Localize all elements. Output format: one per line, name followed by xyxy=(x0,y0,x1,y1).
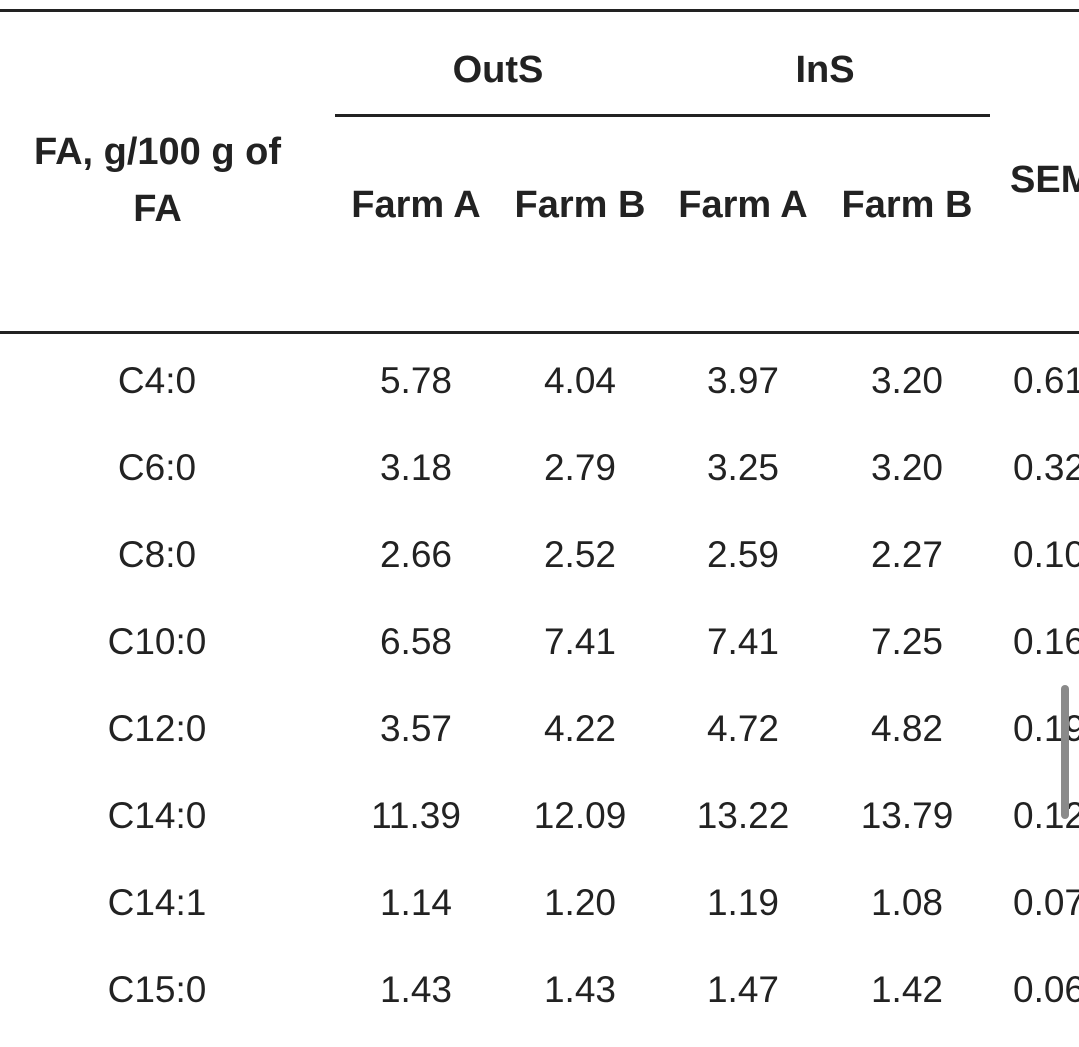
sem-cell: 0.12 xyxy=(1013,795,1079,836)
ins-farm-b-cell: 2.27 xyxy=(870,534,943,575)
sem-cell: 0.19 xyxy=(1013,708,1079,749)
sem-cell: 0.07 xyxy=(1013,882,1079,923)
table-header-rule xyxy=(0,331,1079,334)
fa-cell: C8:0 xyxy=(117,534,197,575)
column-header-ins-farm-b: Farm B xyxy=(841,184,973,226)
ins-farm-b-cell: 1.08 xyxy=(870,882,943,923)
ins-farm-a-cell: 7.41 xyxy=(706,621,779,662)
ins-farm-b-cell: 13.79 xyxy=(860,795,954,836)
fa-cell: C15:0 xyxy=(107,969,207,1010)
table-row: C14:1 1.14 1.20 1.19 1.08 0.07 xyxy=(0,859,1079,946)
fa-cell: C10:0 xyxy=(107,621,207,662)
table-row: C12:0 3.57 4.22 4.72 4.82 0.19 xyxy=(0,685,1079,772)
outs-farm-b-cell: 12.09 xyxy=(533,795,627,836)
outs-farm-a-cell: 6.58 xyxy=(379,621,452,662)
table-row: C14:0 11.39 12.09 13.22 13.79 0.12 xyxy=(0,772,1079,859)
outs-farm-b-cell: 2.79 xyxy=(543,447,616,488)
outs-farm-b-cell: 4.22 xyxy=(543,708,616,749)
column-header-ins-farm-a: Farm A xyxy=(678,184,808,226)
outs-farm-a-cell: 3.57 xyxy=(379,708,452,749)
sem-cell: 0.61 xyxy=(1013,360,1079,401)
table-row: C4:0 5.78 4.04 3.97 3.20 0.61 xyxy=(0,337,1079,424)
outs-farm-a-cell: 2.66 xyxy=(379,534,452,575)
ins-farm-b-cell: 1.42 xyxy=(870,969,943,1010)
group-header-ins: InS xyxy=(795,49,855,91)
fa-cell: C4:0 xyxy=(117,360,197,401)
vertical-scrollbar[interactable] xyxy=(1061,685,1069,819)
ins-farm-a-cell: 13.22 xyxy=(696,795,790,836)
ins-farm-b-cell: 4.82 xyxy=(870,708,943,749)
ins-farm-a-cell: 3.97 xyxy=(706,360,779,401)
ins-farm-b-cell: 3.20 xyxy=(870,360,943,401)
ins-farm-a-cell: 4.72 xyxy=(706,708,779,749)
group-header-rule xyxy=(335,114,990,117)
ins-farm-b-cell: 3.20 xyxy=(870,447,943,488)
ins-farm-a-cell: 1.47 xyxy=(706,969,779,1010)
sem-cell: 0.32 xyxy=(1013,447,1079,488)
column-header-outs-farm-b: Farm B xyxy=(514,184,646,226)
ins-farm-a-cell: 3.25 xyxy=(706,447,779,488)
outs-farm-b-cell: 4.04 xyxy=(543,360,616,401)
fa-cell: C6:0 xyxy=(117,447,197,488)
outs-farm-b-cell: 2.52 xyxy=(543,534,616,575)
outs-farm-a-cell: 1.43 xyxy=(379,969,452,1010)
table-top-rule xyxy=(0,9,1079,12)
column-header-sem: SEM xyxy=(1010,159,1079,201)
outs-farm-b-cell: 7.41 xyxy=(543,621,616,662)
row-header-fa: FA, g/100 g of FA xyxy=(33,131,282,230)
outs-farm-a-cell: 11.39 xyxy=(371,795,461,836)
ins-farm-a-cell: 2.59 xyxy=(706,534,779,575)
outs-farm-a-cell: 3.18 xyxy=(379,447,452,488)
sem-cell: 0.16 xyxy=(1013,621,1079,662)
outs-farm-a-cell: 5.78 xyxy=(379,360,452,401)
fa-cell: C12:0 xyxy=(107,708,207,749)
outs-farm-b-cell: 1.20 xyxy=(543,882,616,923)
column-header-outs-farm-a: Farm A xyxy=(351,184,481,226)
table-row: C10:0 6.58 7.41 7.41 7.25 0.16 xyxy=(0,598,1079,685)
fa-cell: C14:1 xyxy=(107,882,207,923)
ins-farm-a-cell: 1.19 xyxy=(706,882,779,923)
ins-farm-b-cell: 7.25 xyxy=(870,621,943,662)
table-row: C8:0 2.66 2.52 2.59 2.27 0.10 xyxy=(0,511,1079,598)
sem-cell: 0.10 xyxy=(1013,534,1079,575)
sem-cell: 0.06 xyxy=(1013,969,1079,1010)
outs-farm-a-cell: 1.14 xyxy=(379,882,452,923)
group-header-outs: OutS xyxy=(452,49,544,91)
table-row: C15:0 1.43 1.43 1.47 1.42 0.06 xyxy=(0,946,1079,1033)
outs-farm-b-cell: 1.43 xyxy=(543,969,616,1010)
table-row: C6:0 3.18 2.79 3.25 3.20 0.32 xyxy=(0,424,1079,511)
fa-cell: C14:0 xyxy=(107,795,207,836)
